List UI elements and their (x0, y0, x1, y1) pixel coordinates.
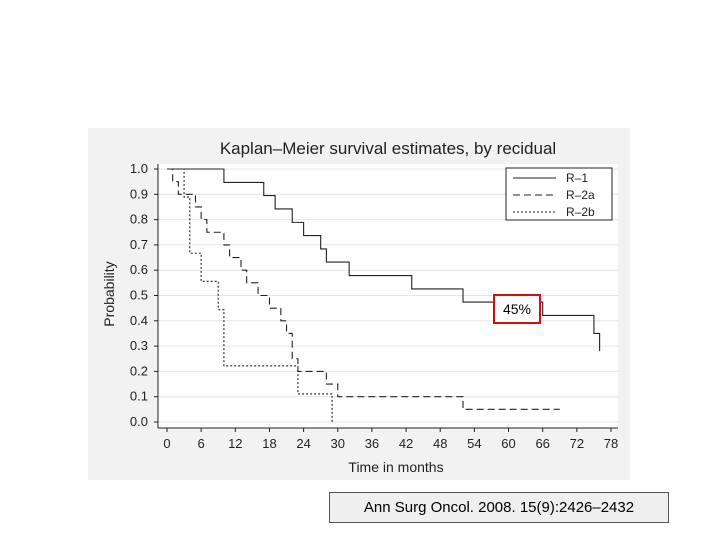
x-tick-label: 48 (433, 436, 447, 451)
y-tick-label: 0.0 (130, 414, 148, 429)
y-tick-label: 0.9 (130, 186, 148, 201)
x-tick-label: 42 (399, 436, 413, 451)
x-tick-label: 54 (467, 436, 481, 451)
km-chart: Kaplan–Meier survival estimates, by reci… (101, 139, 618, 475)
x-tick-label: 72 (570, 436, 584, 451)
legend-box (505, 167, 613, 221)
legend: R–1 R–2a R–2b (505, 167, 613, 221)
x-tick-label: 12 (228, 436, 242, 451)
x-tick-label: 24 (296, 436, 310, 451)
x-tick-label: 0 (163, 436, 170, 451)
legend-label: R–1 (566, 171, 588, 185)
median-callout: 45% (493, 294, 541, 324)
y-axis-title: Probability (101, 261, 117, 326)
series-line-2 (167, 168, 560, 410)
x-tick-label: 36 (365, 436, 379, 451)
y-tick-label: 0.5 (130, 288, 148, 303)
y-tick-label: 0.4 (130, 313, 148, 328)
chart-area: Kaplan–Meier survival estimates, by reci… (88, 128, 630, 480)
citation-box: Ann Surg Oncol. 2008. 15(9):2426–2432 (329, 492, 669, 523)
y-tick-label: 0.2 (130, 363, 148, 378)
y-tick-label: 1.0 (130, 161, 148, 176)
x-tick-label: 18 (262, 436, 276, 451)
x-tick-label: 78 (604, 436, 618, 451)
chart-title: Kaplan–Meier survival estimates, by reci… (220, 139, 556, 158)
y-tick-label: 0.8 (130, 212, 148, 227)
legend-label: R–2b (566, 205, 595, 219)
legend-label: R–2a (566, 188, 595, 202)
y-tick-label: 0.3 (130, 338, 148, 353)
series-line-1 (167, 168, 601, 352)
y-tick-label: 0.1 (130, 389, 148, 404)
x-tick-label: 30 (331, 436, 345, 451)
x-tick-label: 66 (535, 436, 549, 451)
y-tick-label: 0.7 (130, 237, 148, 252)
x-axis-title: Time in months (348, 459, 443, 475)
x-tick-label: 6 (198, 436, 205, 451)
x-tick-label: 60 (501, 436, 515, 451)
y-tick-label: 0.6 (130, 262, 148, 277)
